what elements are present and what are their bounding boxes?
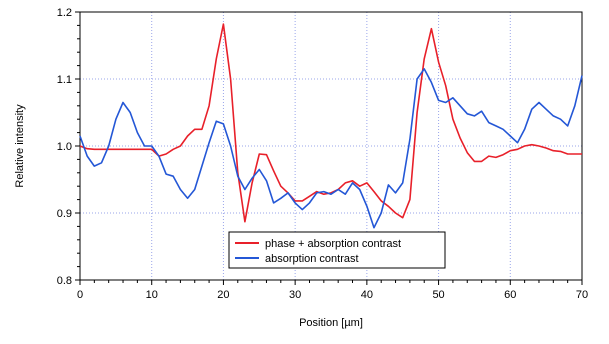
x-tick-label: 70 xyxy=(576,289,588,301)
legend-box xyxy=(228,231,446,269)
axis-ticks: 0 10 20 30 40 50 60 70 0.8 0.9 1.0 1.1 1.2 xyxy=(57,7,588,301)
series-line-0 xyxy=(79,23,582,223)
legend: phase + absorption contrast absorption c… xyxy=(228,231,446,269)
series-line-1 xyxy=(79,68,583,229)
legend-label-phase-absorption: phase + absorption contrast xyxy=(265,238,401,250)
x-tick-label: 40 xyxy=(361,289,373,301)
x-tick-label: 30 xyxy=(289,289,301,301)
x-tick-label: 10 xyxy=(146,289,158,301)
y-tick-label: 1.2 xyxy=(57,7,72,19)
series-layer xyxy=(79,23,583,229)
y-tick-label: 1.0 xyxy=(57,141,72,153)
x-axis-label: Position [µm] xyxy=(299,317,363,329)
x-tick-label: 20 xyxy=(217,289,229,301)
legend-label-absorption: absorption contrast xyxy=(265,253,359,265)
x-tick-label: 50 xyxy=(432,289,444,301)
y-tick-label: 1.1 xyxy=(57,74,72,86)
x-tick-label: 0 xyxy=(77,289,83,301)
y-axis-label: Relative intensity xyxy=(14,104,26,188)
y-tick-label: 0.9 xyxy=(57,208,72,220)
y-tick-label: 0.8 xyxy=(57,275,72,287)
x-tick-label: 60 xyxy=(504,289,516,301)
